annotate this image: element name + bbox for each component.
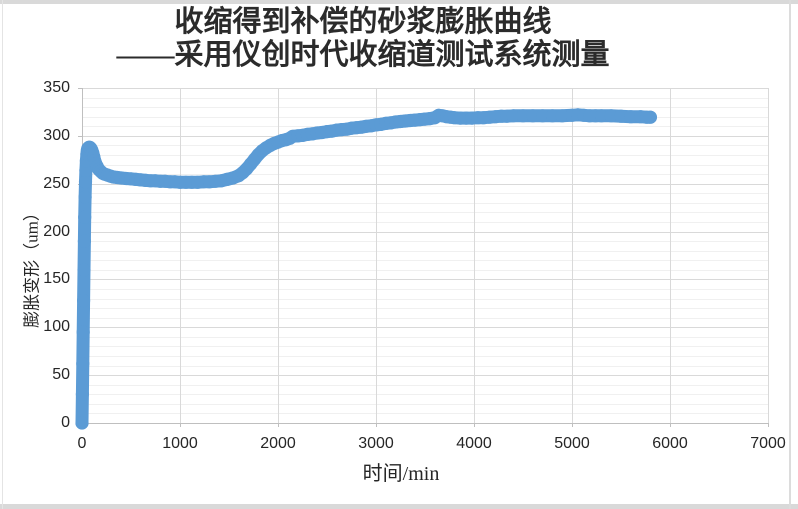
y-axis-tick-label: 150 bbox=[43, 270, 70, 288]
data-series-band bbox=[75, 108, 657, 430]
x-axis-tick-label: 7000 bbox=[750, 435, 786, 452]
sheet-gridline-top bbox=[0, 0, 798, 4]
x-axis-tick-label: 2000 bbox=[260, 435, 296, 452]
data-point-marker bbox=[79, 163, 93, 177]
y-axis-tick-label: 50 bbox=[52, 366, 70, 384]
chart-title: 收缩得到补偿的砂浆膨胀曲线 ——采用仪创时代收缩道测试系统测量 bbox=[116, 6, 609, 72]
data-point-marker bbox=[643, 110, 658, 124]
data-point-marker bbox=[76, 325, 90, 339]
chart-title-line1: 收缩得到补偿的砂浆膨胀曲线 bbox=[174, 6, 552, 38]
data-point-marker bbox=[624, 110, 638, 124]
data-point-marker bbox=[555, 109, 569, 123]
data-point-marker bbox=[545, 109, 560, 123]
data-point-marker bbox=[75, 387, 89, 401]
sheet-gridline-left bbox=[2, 0, 3, 509]
x-axis-tick-label: 0 bbox=[77, 435, 87, 452]
x-axis-tick-label: 1000 bbox=[162, 435, 198, 452]
x-axis-tick-label: 5000 bbox=[554, 435, 590, 452]
data-point-marker bbox=[516, 109, 530, 123]
x-axis-tick-label: 4000 bbox=[456, 435, 492, 452]
y-axis-tick-label: 300 bbox=[43, 126, 70, 144]
y-axis-tick-label: 0 bbox=[61, 414, 70, 431]
data-point-marker bbox=[77, 234, 91, 248]
data-point-marker bbox=[594, 109, 609, 123]
sheet-gridline-right bbox=[789, 0, 791, 509]
data-point-marker bbox=[526, 109, 540, 123]
y-axis-tick-label: 200 bbox=[43, 222, 70, 240]
data-point-marker bbox=[77, 263, 91, 277]
data-point-marker bbox=[78, 210, 92, 224]
sheet-gridline-bottom bbox=[0, 504, 798, 509]
data-point-marker bbox=[536, 109, 550, 123]
y-axis-tick-label: 100 bbox=[43, 318, 70, 336]
data-point-marker bbox=[614, 109, 628, 123]
x-axis-tick-label: 3000 bbox=[358, 435, 394, 452]
y-axis-tick-label: 250 bbox=[43, 174, 70, 192]
data-point-marker bbox=[78, 175, 93, 189]
data-point-marker bbox=[77, 293, 91, 308]
data-point-marker bbox=[604, 109, 618, 123]
data-point-marker bbox=[78, 190, 92, 204]
x-axis-title: 时间/min bbox=[362, 463, 440, 485]
chart-title-line2: ——采用仪创时代收缩道测试系统测量 bbox=[116, 39, 610, 71]
x-axis-tick-label: 6000 bbox=[652, 435, 688, 452]
y-axis-tick-label: 350 bbox=[43, 79, 70, 96]
data-point-marker bbox=[76, 357, 90, 371]
data-point-marker bbox=[506, 109, 520, 123]
data-point-marker bbox=[75, 416, 89, 430]
